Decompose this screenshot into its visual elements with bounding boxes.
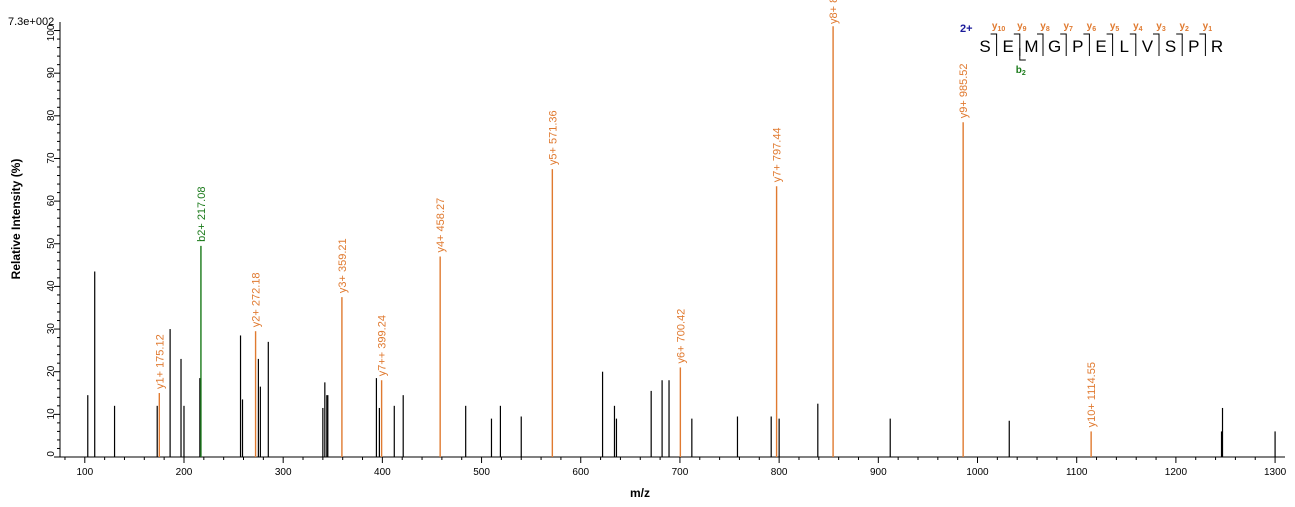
y-ion-subscript: 6 — [1092, 26, 1096, 33]
x-tick-label: 800 — [771, 467, 788, 478]
y-ion-label: y8 — [1040, 21, 1050, 33]
y-tick-label: 20 — [46, 365, 57, 377]
y-ion-subscript: 9 — [1023, 26, 1027, 33]
residue-letter: S — [1165, 37, 1176, 56]
y-ion-subscript: 5 — [1115, 26, 1119, 33]
x-tick-label: 500 — [473, 467, 490, 478]
residue-letter: G — [1048, 37, 1061, 56]
annotated-peaks: y1+ 175.12 b2+ 217.08 y2+ 272.18 y3+ 359.21… — [154, 0, 1098, 457]
y-tick-label: 60 — [46, 195, 57, 207]
y-ion-subscript: 8 — [1046, 26, 1050, 33]
y-cleavage-mark — [1060, 33, 1067, 56]
x-tick-label: 1200 — [1165, 467, 1188, 478]
x-axis-label: m/z — [630, 486, 650, 500]
annotated-peak-label: y8+ 854.4 — [828, 0, 840, 24]
b-ion-subscript: 2 — [1022, 70, 1026, 77]
b-ion-label: b2 — [1016, 65, 1026, 77]
x-tick-label: 100 — [76, 467, 93, 478]
annotated-peak-label: y2+ 272.18 — [251, 272, 263, 327]
intensity-scale-label: 7.3e+002 — [8, 16, 54, 28]
y-cleavage-mark — [1106, 33, 1114, 56]
x-tick-label: 1300 — [1264, 467, 1287, 478]
y-cleavage-mark — [1013, 33, 1021, 56]
y-ion-label: y6 — [1087, 21, 1097, 33]
y-cleavage-mark — [1129, 33, 1137, 56]
residue-letter: M — [1024, 37, 1038, 56]
y-ion-label: y9 — [1017, 21, 1027, 33]
residue-letter: P — [1072, 37, 1083, 56]
residue-letter: E — [1095, 37, 1106, 56]
y-tick-label: 40 — [46, 280, 57, 292]
x-tick-label: 900 — [870, 467, 887, 478]
residue-letter: R — [1211, 37, 1223, 56]
y-ion-label: y10 — [992, 21, 1005, 33]
y-ion-subscript: 1 — [1208, 26, 1212, 33]
residue-letter: E — [1003, 37, 1014, 56]
y-tick-label: 70 — [46, 152, 57, 164]
annotated-peak-label: y10+ 1114.55 — [1086, 362, 1098, 427]
annotated-peak-label: y9+ 985.52 — [958, 63, 970, 118]
y-ion-subscript: 4 — [1139, 26, 1143, 33]
y-ion-label: y3 — [1156, 21, 1166, 33]
annotated-peak-label: y7++ 399.24 — [377, 315, 389, 376]
x-tick-label: 300 — [275, 467, 292, 478]
x-tick-label: 600 — [572, 467, 589, 478]
y-ion-label: y7 — [1063, 21, 1073, 33]
residue-letter: P — [1188, 37, 1199, 56]
annotated-peak-label: y5+ 571.36 — [547, 110, 559, 165]
annotated-peak-label: y3+ 359.21 — [337, 238, 349, 293]
y-ion-subscript: 3 — [1162, 26, 1166, 33]
x-tick-label: 700 — [672, 467, 689, 478]
y-tick-label: 90 — [46, 67, 57, 79]
annotated-peak-label: y1+ 175.12 — [154, 334, 166, 389]
y-cleavage-mark — [990, 33, 998, 56]
y-tick-label: 0 — [46, 451, 57, 457]
y-ion-subscript: 7 — [1069, 26, 1073, 33]
peaks — [87, 271, 1276, 457]
y-tick-label: 10 — [46, 408, 57, 420]
axes: 100 200 300 400 500 600 700 800 900 1000 1100 1200 1… — [46, 22, 1287, 478]
y-tick-label: 30 — [46, 323, 57, 335]
y-cleavage-mark — [1037, 33, 1044, 56]
y-cleavage-mark — [1083, 33, 1090, 56]
x-tick-label: 1100 — [1066, 467, 1088, 478]
y-ion-label: y4 — [1133, 21, 1143, 33]
b-cleavage-mark — [1019, 48, 1026, 61]
y-cleavage-mark — [1199, 33, 1206, 56]
x-tick-label: 200 — [176, 467, 193, 478]
annotated-peak-label: b2+ 217.08 — [196, 187, 208, 242]
y-ion-label: y2 — [1179, 21, 1189, 33]
x-tick-label: 400 — [374, 467, 391, 478]
annotated-peak-label: y7+ 797.44 — [772, 127, 784, 182]
y-axis-label: Relative Intensity (%) — [9, 159, 23, 280]
annotated-peak-label: y6+ 700.42 — [675, 309, 687, 364]
annotated-peak-label: y4+ 458.27 — [435, 198, 447, 253]
residue-letter: L — [1119, 37, 1128, 56]
y-cleavage-mark — [1176, 33, 1183, 56]
y-tick-label: 50 — [46, 237, 57, 249]
residue-letter: V — [1142, 37, 1154, 56]
y-ion-subscript: 2 — [1185, 26, 1189, 33]
x-tick-label: 1000 — [966, 467, 989, 478]
residue-letter: S — [979, 37, 990, 56]
y-ion-label: y5 — [1110, 21, 1120, 33]
y-tick-label: 80 — [46, 109, 57, 121]
y-cleavage-mark — [1153, 33, 1160, 56]
y-ion-subscript: 10 — [997, 26, 1005, 33]
y-ion-label: y1 — [1203, 21, 1213, 33]
charge-label: 2+ — [960, 23, 973, 35]
y-tick-label: 100 — [46, 24, 57, 41]
